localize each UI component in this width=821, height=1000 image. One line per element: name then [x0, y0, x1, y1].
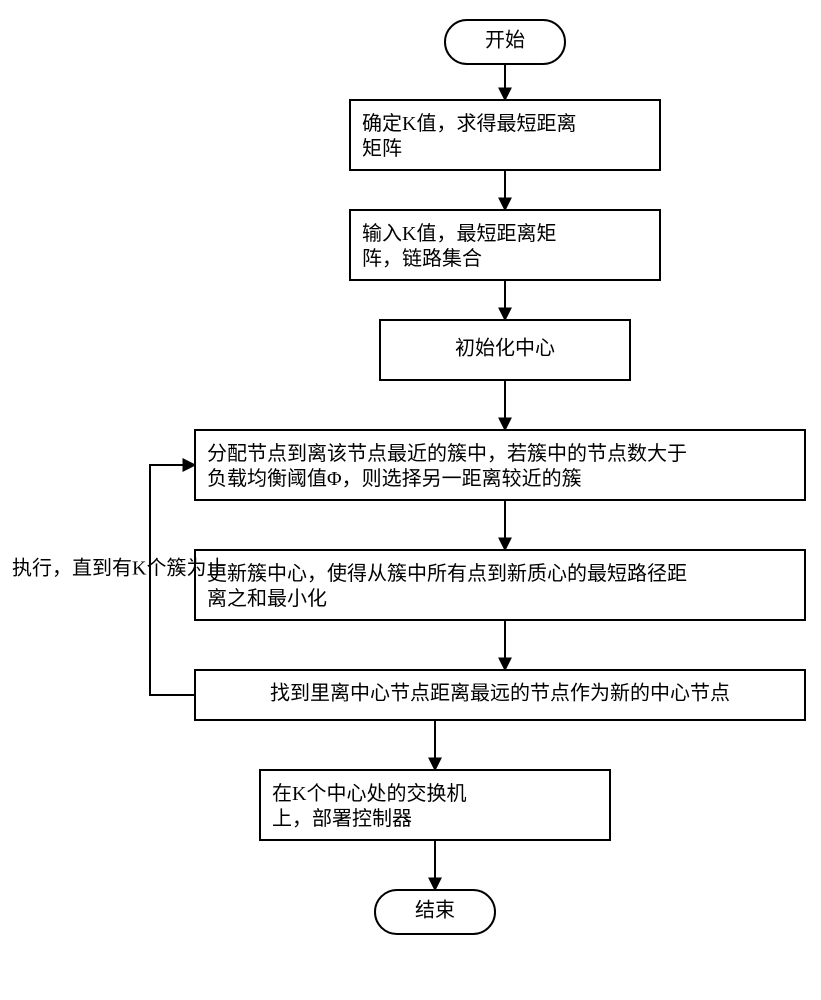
node-step5: 更新簇中心，使得从簇中所有点到新质心的最短路径距离之和最小化 — [195, 550, 805, 620]
node-step3-line-0: 初始化中心 — [455, 337, 555, 360]
node-step6-line-0: 找到里离中心节点距离最远的节点作为新的中心节点 — [270, 682, 730, 705]
node-step7-line-1: 上，部署控制器 — [272, 807, 412, 830]
node-start: 开始 — [445, 20, 565, 64]
node-step3: 初始化中心 — [380, 320, 630, 380]
node-step7: 在K个中心处的交换机上，部署控制器 — [260, 770, 610, 840]
node-end-line-0: 结束 — [415, 899, 455, 922]
node-step1: 确定K值，求得最短距离矩阵 — [350, 100, 660, 170]
node-step6: 找到里离中心节点距离最远的节点作为新的中心节点 — [195, 670, 805, 720]
node-step4-line-0: 分配节点到离该节点最近的簇中，若簇中的节点数大于 — [207, 442, 687, 465]
node-step4: 分配节点到离该节点最近的簇中，若簇中的节点数大于负载均衡阈值Φ，则选择另一距离较… — [195, 430, 805, 500]
node-step1-line-0: 确定K值，求得最短距离 — [362, 112, 576, 135]
edge-step6-step4 — [150, 465, 195, 695]
node-end: 结束 — [375, 890, 495, 934]
node-step4-line-1: 负载均衡阈值Φ，则选择另一距离较近的簇 — [207, 467, 582, 490]
node-step1-line-1: 矩阵 — [362, 137, 402, 160]
node-start-line-0: 开始 — [485, 29, 525, 52]
node-step7-line-0: 在K个中心处的交换机 — [272, 782, 466, 805]
node-step5-line-1: 离之和最小化 — [207, 587, 327, 610]
node-step2: 输入K值，最短距离矩阵，链路集合 — [350, 210, 660, 280]
node-step2-line-1: 阵，链路集合 — [362, 247, 482, 270]
node-step5-line-0: 更新簇中心，使得从簇中所有点到新质心的最短路径距 — [207, 562, 687, 585]
loop-condition-label: 执行，直到有K个簇为止 — [12, 557, 226, 580]
node-step2-line-0: 输入K值，最短距离矩 — [362, 222, 556, 245]
